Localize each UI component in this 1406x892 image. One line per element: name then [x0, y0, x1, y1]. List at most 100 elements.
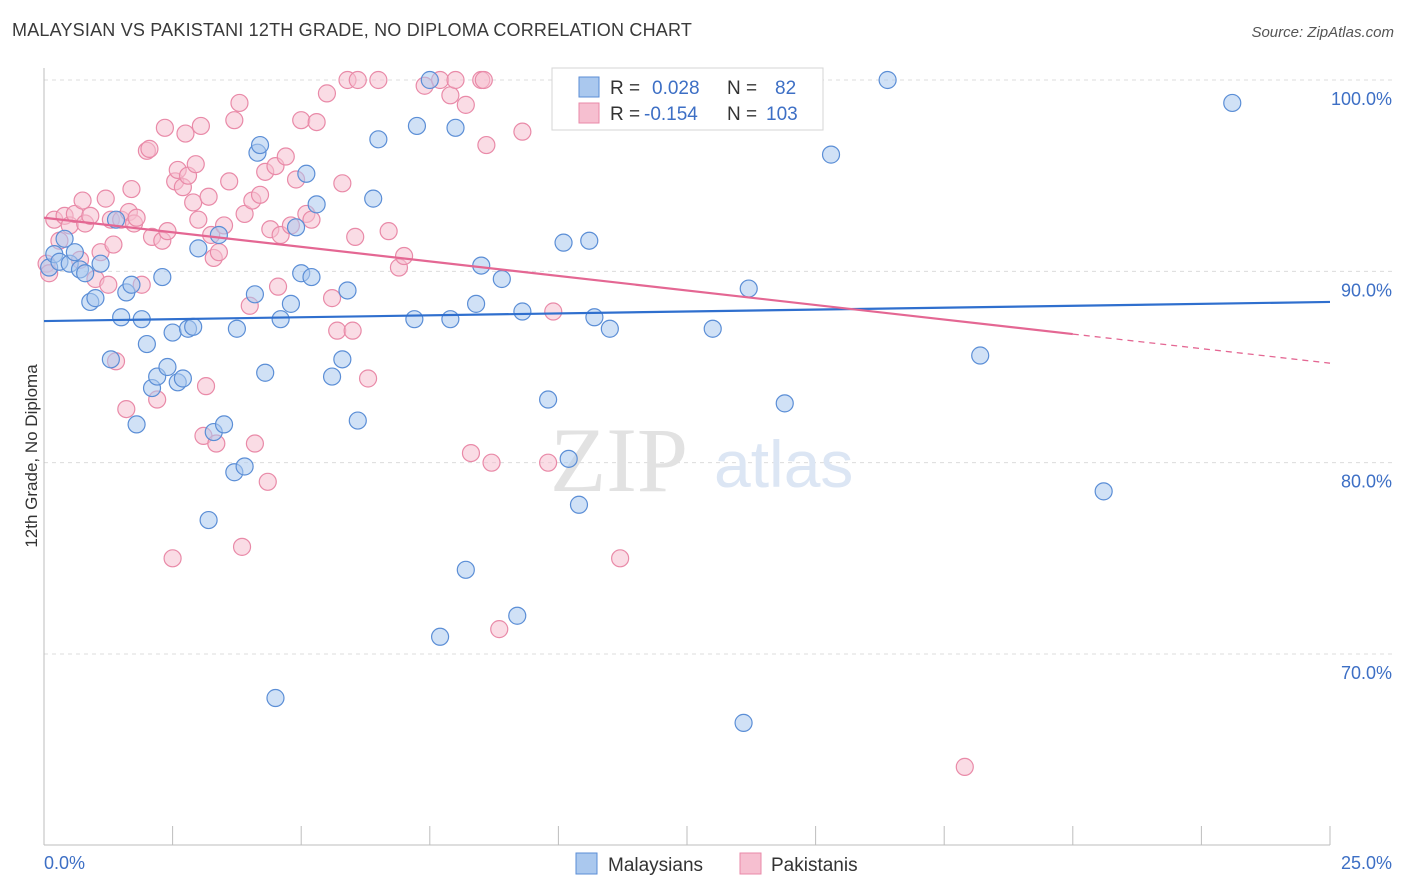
pakistani-point-70 [302, 210, 321, 229]
malaysian-point-40 [266, 688, 285, 708]
pakistani-point-97 [539, 453, 558, 472]
malaysian-point-75 [734, 713, 753, 732]
pakistani-point-10 [81, 206, 100, 225]
malaysian-point-7 [76, 264, 95, 283]
trendline-malaysians [43, 300, 1331, 323]
malaysian-point-71 [585, 308, 604, 327]
malaysian-point-35 [235, 457, 254, 476]
malaysian-point-15 [122, 275, 141, 294]
watermark-atlas: atlas [714, 427, 853, 501]
pakistani-point-68 [292, 111, 311, 130]
malaysian-point-38 [250, 135, 270, 155]
pakistani-point-19 [117, 399, 136, 419]
malaysian-point-82 [1223, 93, 1242, 113]
y-tick-label-100: 100.0% [1331, 89, 1392, 109]
legend-r-value-malaysians: 0.028 [652, 78, 700, 99]
malaysian-point-25 [173, 369, 192, 388]
malaysian-point-79 [878, 70, 897, 90]
malaysian-point-81 [1094, 482, 1113, 501]
pakistani-point-39 [186, 155, 205, 174]
source-credit: Source: ZipAtlas.com [1251, 24, 1394, 41]
pakistani-point-38 [184, 193, 203, 212]
legend-n-label-pakistanis: N = [727, 104, 757, 125]
pakistani-point-43 [196, 377, 216, 396]
pakistani-point-96 [513, 122, 532, 141]
pakistani-point-41 [191, 116, 210, 136]
malaysian-point-36 [245, 285, 265, 304]
malaysian-points [40, 70, 1242, 732]
pakistani-point-23 [127, 208, 146, 227]
bottom-legend-swatch-pakistanis [739, 852, 762, 875]
pakistani-point-94 [482, 453, 501, 472]
pakistani-point-88 [446, 70, 465, 90]
pakistani-point-84 [394, 246, 414, 266]
malaysian-point-80 [971, 346, 990, 365]
pakistani-point-75 [333, 174, 352, 193]
malaysian-point-12 [106, 210, 126, 229]
pakistani-point-95 [490, 620, 509, 639]
pakistani-point-99 [611, 549, 630, 568]
legend-swatch-malaysians [578, 76, 600, 98]
pakistani-point-16 [104, 235, 123, 254]
pakistani-point-92 [474, 70, 493, 90]
malaysian-point-63 [492, 269, 511, 289]
malaysian-point-69 [569, 495, 589, 514]
pakistani-point-78 [346, 227, 365, 246]
pakistani-point-48 [209, 243, 228, 262]
legend-top: R = 0.028 N = 82 R = -0.154 N = 103 [551, 67, 824, 131]
pakistani-point-30 [155, 118, 174, 137]
pakistani-point-26 [140, 139, 159, 158]
pakistani-point-93 [477, 135, 496, 155]
pakistani-point-100 [955, 757, 974, 776]
pakistani-point-54 [235, 204, 254, 224]
malaysian-point-68 [559, 449, 578, 468]
malaysian-point-67 [554, 233, 573, 252]
malaysian-point-72 [600, 319, 619, 338]
malaysian-point-77 [775, 394, 794, 413]
pakistani-point-52 [230, 93, 249, 113]
legend-n-value-malaysians: 82 [775, 78, 796, 99]
pakistani-point-77 [343, 321, 362, 340]
pakistani-point-73 [322, 289, 342, 308]
legend-r-label-malaysians: R = [610, 78, 640, 99]
pakistani-point-98 [544, 302, 563, 321]
chart-title: MALAYSIAN VS PAKISTANI 12TH GRADE, NO DI… [12, 20, 693, 40]
malaysian-point-22 [158, 357, 177, 377]
pakistani-points [37, 70, 974, 776]
malaysian-point-54 [405, 310, 424, 329]
pakistani-point-80 [358, 369, 378, 388]
pakistani-point-21 [122, 179, 141, 199]
malaysian-point-11 [101, 350, 120, 369]
y-axis-label: 12th Grade, No Diploma [22, 364, 41, 548]
malaysian-point-53 [369, 130, 388, 149]
y-tick-label-80: 80.0% [1341, 472, 1392, 492]
malaysian-point-21 [153, 267, 172, 287]
malaysian-point-51 [348, 411, 367, 430]
malaysian-point-10 [91, 254, 110, 273]
malaysian-point-46 [302, 267, 321, 287]
pakistani-point-72 [317, 84, 337, 103]
malaysian-point-5 [65, 243, 84, 262]
pakistani-point-60 [258, 472, 277, 491]
bottom-legend-label-malaysians: Malaysians [608, 855, 703, 876]
malaysian-point-39 [256, 363, 275, 382]
pakistani-point-14 [99, 275, 118, 294]
malaysian-point-27 [184, 317, 203, 336]
pakistani-point-65 [276, 147, 295, 166]
pakistani-point-13 [96, 189, 115, 208]
trendlines [43, 216, 1331, 364]
malaysian-point-41 [271, 310, 290, 329]
legend-r-label-pakistanis: R = [610, 104, 640, 125]
trendline-pakistanis [43, 216, 1073, 336]
malaysian-point-29 [199, 510, 218, 530]
pakistani-point-50 [220, 172, 239, 191]
malaysian-point-61 [466, 294, 486, 313]
malaysian-point-42 [281, 294, 301, 313]
pakistani-point-82 [379, 222, 398, 241]
y-axis-tick-labels: 70.0% 80.0% 90.0% 100.0% [1331, 89, 1392, 683]
legend-swatch-pakistanis [578, 102, 600, 124]
pakistani-point-71 [307, 112, 326, 132]
x-tick-label-max: 25.0% [1341, 853, 1392, 873]
pakistani-point-63 [268, 277, 288, 296]
pakistani-point-53 [232, 537, 252, 556]
